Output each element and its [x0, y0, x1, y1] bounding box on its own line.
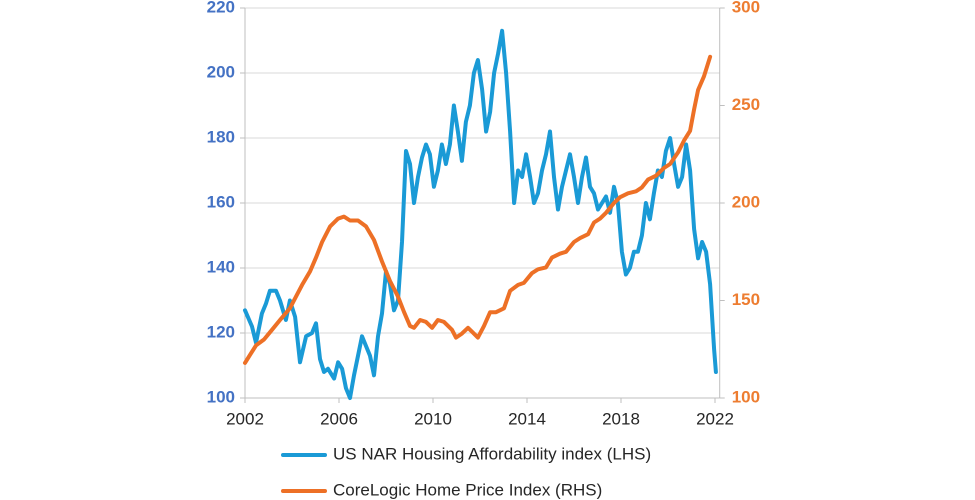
series-line	[243, 28, 718, 400]
y-tick-label: 180	[207, 127, 235, 146]
y2-tick-label: 150	[732, 290, 760, 309]
y-tick-label: 160	[207, 192, 235, 211]
y-tick-label: 100	[207, 387, 235, 406]
y2-tick-label: 250	[732, 95, 760, 114]
y2-tick-label: 300	[732, 0, 760, 16]
x-tick-label: 2014	[508, 409, 546, 428]
x-tick-label: 2022	[696, 409, 734, 428]
y-tick-label: 200	[207, 62, 235, 81]
y-tick-label: 120	[207, 322, 235, 341]
legend-label: US NAR Housing Affordability index (LHS)	[333, 444, 651, 463]
x-tick-label: 2010	[414, 409, 452, 428]
legend-label: CoreLogic Home Price Index (RHS)	[333, 480, 602, 499]
y-tick-label: 220	[207, 0, 235, 16]
y2-tick-label: 100	[732, 387, 760, 406]
series-line	[243, 54, 713, 365]
x-tick-label: 2006	[320, 409, 358, 428]
x-tick-label: 2018	[602, 409, 640, 428]
y2-tick-label: 200	[732, 192, 760, 211]
y-tick-label: 140	[207, 257, 235, 276]
x-tick-label: 2002	[226, 409, 264, 428]
